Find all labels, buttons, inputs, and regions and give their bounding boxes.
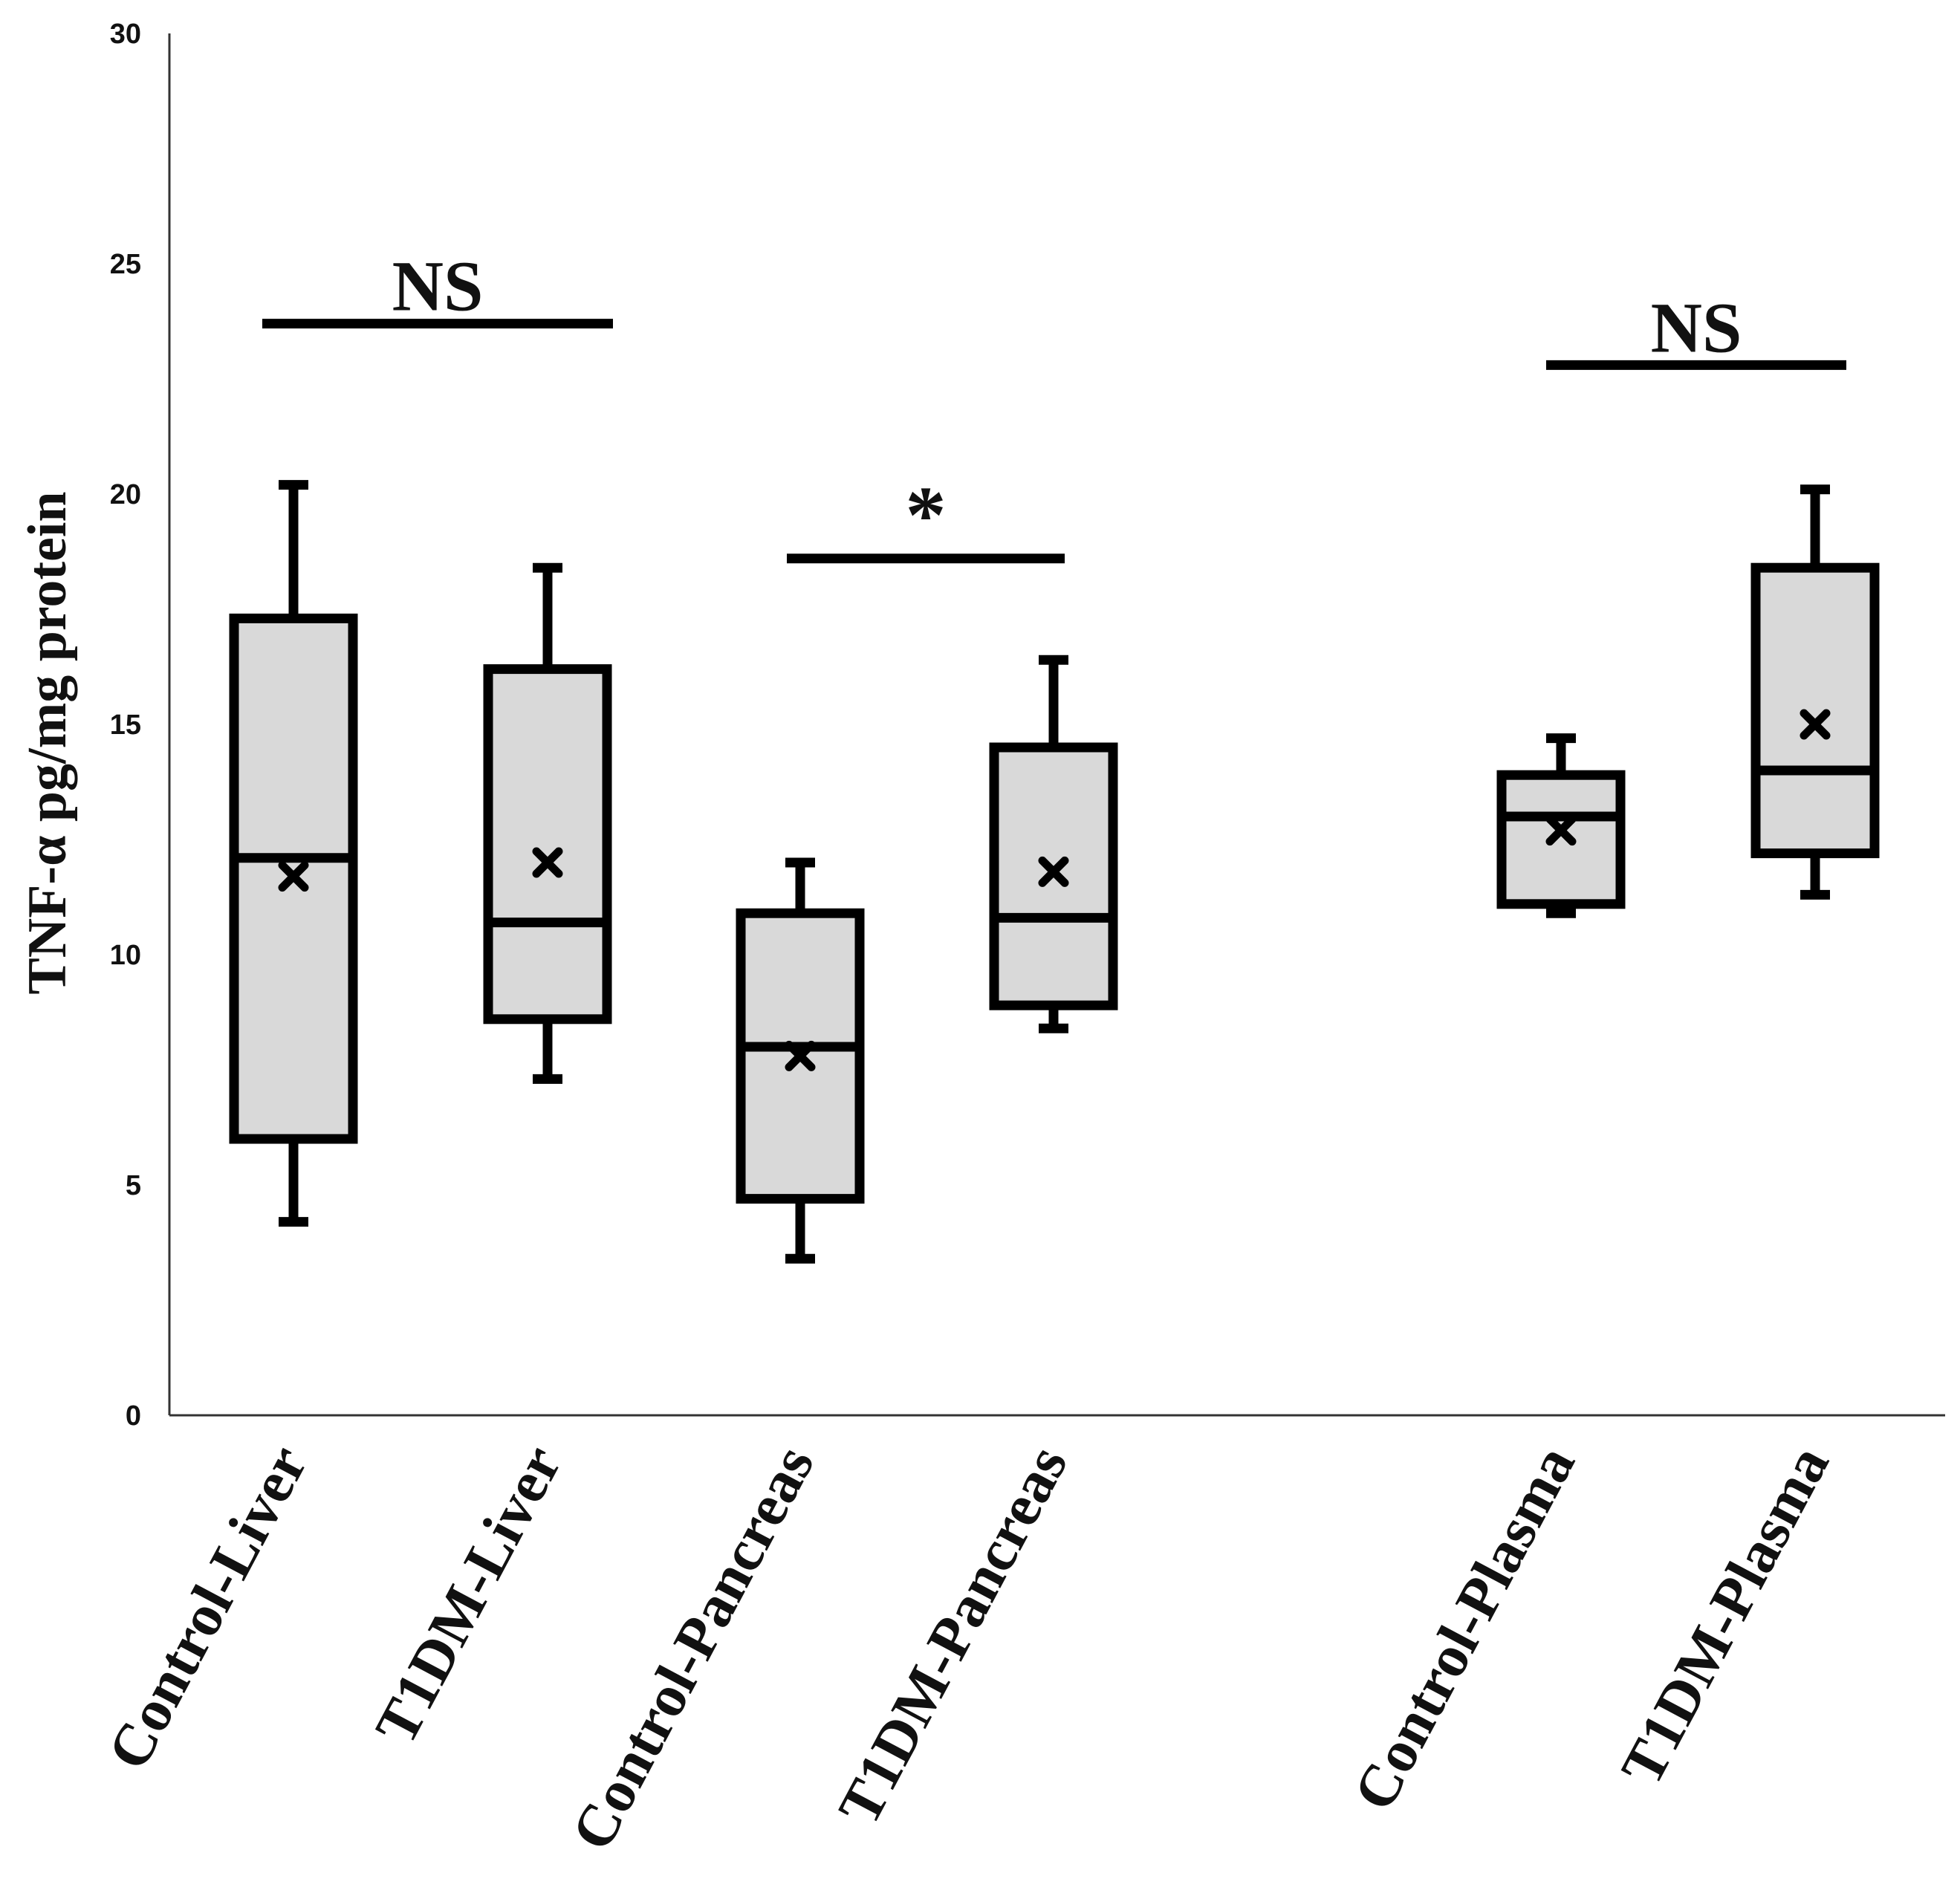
axes: [168, 33, 1945, 1417]
y-tick-label: 10: [110, 940, 141, 971]
mean-marker: [1545, 815, 1577, 846]
x-category-label: T1DM-Liver: [363, 1435, 574, 1755]
y-tick-label: 20: [110, 479, 141, 510]
significance-label: NS: [392, 247, 484, 326]
x-category-label: T1DM-Pancreas: [826, 1435, 1080, 1835]
x-category-label: Control-Pancreas: [559, 1435, 827, 1860]
y-tick-label: 30: [110, 19, 141, 50]
boxes: [229, 480, 1880, 1264]
x-category-label: Control-Plasma: [1341, 1435, 1588, 1821]
box-control-plasma: [1496, 733, 1626, 918]
y-tick-label: 0: [126, 1400, 141, 1432]
iqr-box: [1750, 562, 1880, 859]
iqr-box: [483, 664, 612, 1025]
y-tick-label: 15: [110, 710, 141, 741]
box-t1dm-plasma: [1750, 484, 1880, 900]
y-axis-label: TNF-α pg/mg protein: [17, 491, 78, 994]
box-t1dm-liver: [483, 562, 612, 1084]
y-tick-label: 5: [126, 1170, 141, 1201]
mean-marker: [278, 861, 309, 892]
iqr-box: [229, 613, 358, 1144]
x-category-label: T1DM-Plasma: [1609, 1435, 1841, 1796]
box-t1dm-pancreas: [989, 655, 1118, 1033]
y-axis-ticks: 0 5 10 15 20 25 30: [110, 19, 141, 1432]
mean-marker: [1800, 709, 1831, 740]
significance-label: NS: [1651, 288, 1742, 367]
iqr-box: [1496, 770, 1626, 909]
box-control-liver: [229, 480, 358, 1227]
mean-marker: [785, 1040, 816, 1071]
x-category-label: Control-Liver: [96, 1435, 320, 1780]
y-tick-label: 25: [110, 249, 141, 280]
mean-marker: [1038, 856, 1069, 887]
mean-marker: [532, 847, 563, 878]
significance-annotations: NS * NS: [262, 247, 1846, 564]
box-control-pancreas: [736, 857, 865, 1264]
significance-label: *: [906, 470, 947, 560]
